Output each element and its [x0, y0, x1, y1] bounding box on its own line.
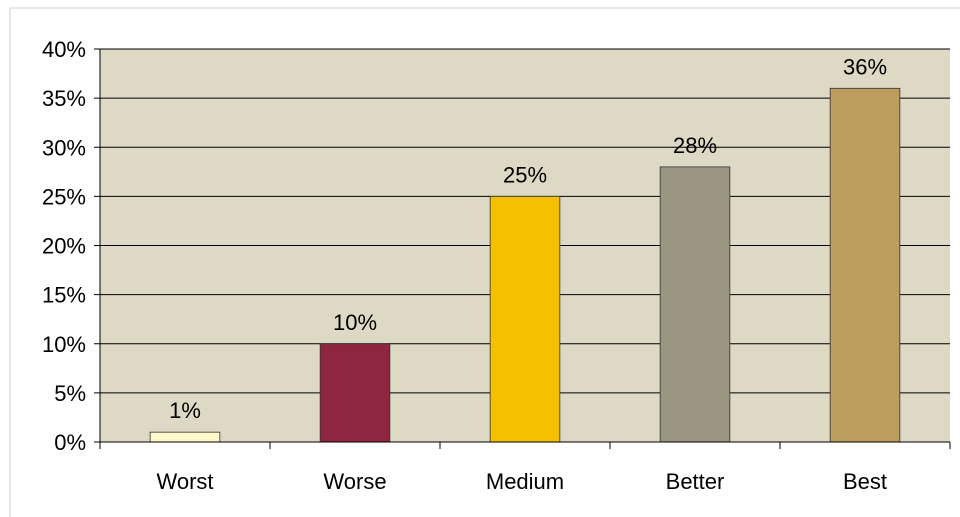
- data-label: 25%: [503, 162, 547, 187]
- y-tick-label: 30%: [42, 135, 86, 160]
- x-tick-label: Worse: [323, 469, 386, 494]
- data-label: 36%: [843, 54, 887, 79]
- x-tick-label: Best: [843, 469, 887, 494]
- y-tick-label: 35%: [42, 86, 86, 111]
- data-label: 1%: [169, 398, 201, 423]
- x-tick-label: Worst: [156, 469, 213, 494]
- x-tick-label: Better: [666, 469, 725, 494]
- bar-best: [829, 87, 901, 443]
- data-labels: 1% 10% 25% 28% 36%: [169, 54, 887, 423]
- data-label: 28%: [673, 133, 717, 158]
- bar-medium: [489, 195, 561, 443]
- bars: [149, 87, 901, 443]
- data-label: 10%: [333, 310, 377, 335]
- y-tick-label: 25%: [42, 184, 86, 209]
- y-tick-label: 20%: [42, 234, 86, 259]
- bar-better: [659, 166, 731, 443]
- x-tick-label: Medium: [486, 469, 564, 494]
- y-tick-label: 5%: [54, 381, 86, 406]
- y-tick-label: 15%: [42, 283, 86, 308]
- y-tick-label: 0%: [54, 430, 86, 455]
- x-axis-tick-labels: Worst Worse Medium Better Best: [156, 469, 887, 494]
- bar-worse: [319, 343, 391, 443]
- axes: [94, 48, 951, 449]
- y-axis-tick-labels: 0% 5% 10% 15% 20% 25% 30% 35% 40%: [42, 37, 86, 455]
- y-tick-label: 40%: [42, 37, 86, 62]
- y-tick-label: 10%: [42, 332, 86, 357]
- bar-worst: [149, 431, 221, 443]
